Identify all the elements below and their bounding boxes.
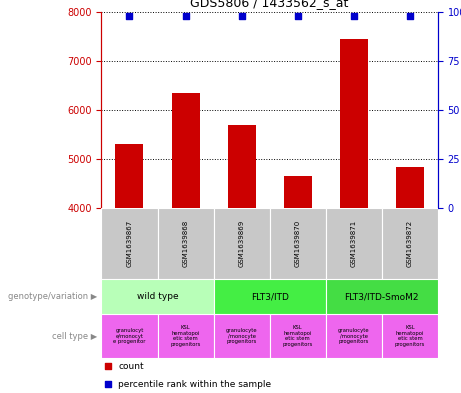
Bar bbox=[213, 279, 326, 314]
Bar bbox=[270, 208, 326, 279]
Bar bbox=[326, 208, 382, 279]
Text: percentile rank within the sample: percentile rank within the sample bbox=[118, 380, 272, 389]
Text: wild type: wild type bbox=[137, 292, 178, 301]
Bar bbox=[213, 208, 270, 279]
Text: GSM1639872: GSM1639872 bbox=[407, 220, 413, 267]
Bar bbox=[382, 314, 438, 358]
Bar bbox=[382, 208, 438, 279]
Bar bbox=[171, 93, 200, 393]
Text: granulocyt
e/monocyt
e progenitor: granulocyt e/monocyt e progenitor bbox=[113, 328, 146, 344]
Bar bbox=[340, 39, 368, 393]
Text: GSM1639868: GSM1639868 bbox=[183, 220, 189, 267]
Text: GSM1639871: GSM1639871 bbox=[351, 220, 357, 267]
Bar bbox=[228, 125, 256, 393]
Text: FLT3/ITD: FLT3/ITD bbox=[251, 292, 289, 301]
Bar bbox=[270, 314, 326, 358]
Text: KSL
hematopoi
etic stem
progenitors: KSL hematopoi etic stem progenitors bbox=[171, 325, 201, 347]
Title: GDS5806 / 1433562_s_at: GDS5806 / 1433562_s_at bbox=[190, 0, 349, 9]
Text: genotype/variation ▶: genotype/variation ▶ bbox=[7, 292, 97, 301]
Bar bbox=[326, 314, 382, 358]
Bar bbox=[158, 208, 213, 279]
Point bbox=[105, 363, 112, 369]
Point bbox=[105, 381, 112, 387]
Text: KSL
hematopoi
etic stem
progenitors: KSL hematopoi etic stem progenitors bbox=[283, 325, 313, 347]
Point bbox=[406, 13, 414, 19]
Point bbox=[350, 13, 358, 19]
Text: FLT3/ITD-SmoM2: FLT3/ITD-SmoM2 bbox=[345, 292, 419, 301]
Text: cell type ▶: cell type ▶ bbox=[52, 332, 97, 340]
Text: GSM1639870: GSM1639870 bbox=[295, 220, 301, 267]
Text: granulocyte
/monocyte
progenitors: granulocyte /monocyte progenitors bbox=[338, 328, 370, 344]
Text: KSL
hematopoi
etic stem
progenitors: KSL hematopoi etic stem progenitors bbox=[395, 325, 425, 347]
Bar bbox=[326, 279, 438, 314]
Point bbox=[238, 13, 245, 19]
Bar bbox=[115, 144, 143, 393]
Bar bbox=[396, 167, 424, 393]
Bar bbox=[284, 176, 312, 393]
Point bbox=[182, 13, 189, 19]
Text: GSM1639867: GSM1639867 bbox=[126, 220, 132, 267]
Text: granulocyte
/monocyte
progenitors: granulocyte /monocyte progenitors bbox=[226, 328, 257, 344]
Text: count: count bbox=[118, 362, 144, 371]
Bar bbox=[101, 208, 158, 279]
Point bbox=[126, 13, 133, 19]
Text: GSM1639869: GSM1639869 bbox=[239, 220, 245, 267]
Bar bbox=[158, 314, 213, 358]
Bar bbox=[213, 314, 270, 358]
Point bbox=[294, 13, 301, 19]
Bar bbox=[101, 314, 158, 358]
Bar bbox=[101, 279, 213, 314]
